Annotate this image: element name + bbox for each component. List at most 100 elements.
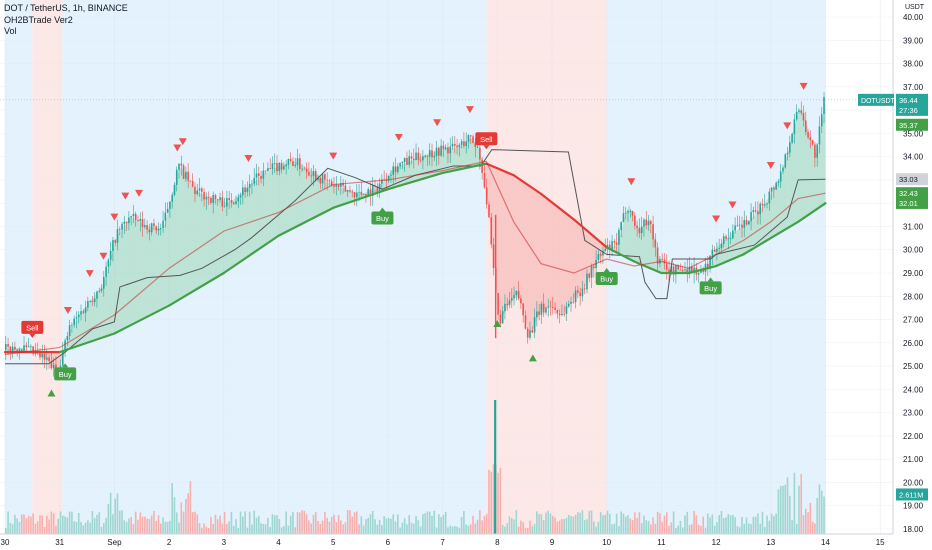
candle-body — [431, 150, 433, 158]
candle-body — [207, 197, 210, 199]
candle-body — [335, 184, 338, 187]
volume-bar — [663, 515, 666, 534]
cloud-segment — [254, 179, 258, 253]
candle-body — [741, 224, 743, 228]
candle-body — [570, 301, 572, 304]
cloud-segment — [207, 196, 211, 283]
price-tick-16: 24.00 — [903, 385, 924, 394]
cloud-segment — [133, 218, 137, 324]
price-tick-6: 34.00 — [903, 153, 924, 162]
ma-segment — [797, 202, 827, 223]
volume-bar — [510, 517, 513, 534]
candle-body — [453, 143, 456, 146]
legend-title: DOT / TetherUS, 1h, BINANCE — [4, 3, 128, 13]
volume-bar — [469, 524, 472, 534]
volume-bar — [536, 511, 538, 534]
volume-bar — [148, 518, 151, 534]
volume-bar — [497, 472, 499, 534]
candle-body — [574, 290, 577, 303]
volume-bar — [378, 519, 381, 534]
cloud-segment — [201, 193, 205, 287]
candle-body — [75, 317, 78, 319]
candle-body — [515, 291, 518, 296]
candle-body — [292, 161, 294, 166]
candle-body — [403, 157, 406, 162]
cloud-segment — [183, 171, 187, 297]
candle-body — [640, 226, 643, 234]
volume-bar — [155, 520, 158, 534]
volume-bar — [695, 515, 698, 534]
volume-bar — [704, 527, 707, 534]
candle-body — [157, 229, 160, 231]
candle-body — [401, 161, 404, 164]
candle-body — [533, 317, 536, 333]
cloud-segment — [523, 182, 527, 323]
volume-bar — [743, 523, 746, 534]
candle-body — [66, 336, 69, 341]
cloud-segment — [503, 170, 507, 316]
candle-body — [20, 349, 23, 353]
cloud-segment — [561, 210, 565, 314]
cloud-segment — [576, 221, 580, 296]
volume-bar — [16, 518, 18, 534]
candle-body — [526, 328, 529, 338]
candle-body — [773, 187, 775, 190]
top-marker-17 — [783, 122, 792, 130]
volume-bar — [763, 527, 766, 534]
signal-box — [475, 132, 498, 146]
candle-body — [547, 306, 550, 308]
candle-body — [763, 204, 766, 206]
volume-bar — [467, 525, 470, 534]
candle-body — [358, 191, 360, 193]
regime-band-0 — [5, 0, 33, 534]
time-tick-4: 3 — [222, 538, 227, 547]
top-marker-3 — [110, 213, 119, 221]
cloud-segment — [802, 109, 805, 220]
sell-label-3: Sell — [475, 132, 498, 150]
candle-body — [93, 298, 96, 303]
cloud-segment — [819, 120, 823, 208]
cloud-segment — [218, 200, 222, 276]
candle-body — [761, 203, 764, 206]
candle-body — [814, 144, 816, 158]
future-area — [825, 0, 893, 534]
candle-body — [458, 144, 461, 148]
volume-bar — [164, 521, 167, 534]
candle-body — [139, 219, 142, 222]
candle-body — [604, 248, 607, 251]
top-marker-0 — [63, 307, 72, 315]
candle-body — [608, 244, 611, 250]
cloud-segment — [257, 177, 260, 251]
candle-body — [376, 186, 379, 192]
candle-body — [597, 254, 600, 261]
candle-body — [162, 220, 164, 229]
volume-badge-text: 2.611M — [899, 490, 923, 499]
candle-body — [308, 172, 310, 176]
level-badge-mid-box — [896, 187, 928, 200]
volume-bar — [319, 523, 322, 534]
volume-bar — [260, 523, 262, 534]
volume-bar — [807, 512, 809, 534]
volume-bar — [442, 514, 445, 534]
time-tick-6: 5 — [331, 538, 336, 547]
top-marker-2 — [99, 252, 108, 260]
volume-bar — [488, 469, 490, 534]
signal-pointer — [707, 277, 714, 282]
volume-bar — [109, 492, 112, 534]
volume-bar — [399, 527, 401, 534]
cloud-segment — [330, 183, 334, 210]
candle-body — [91, 300, 94, 303]
volume-bar — [57, 518, 60, 534]
candle-body — [109, 250, 112, 260]
candle-body — [228, 198, 230, 201]
candle-body — [818, 126, 821, 145]
volume-bar — [118, 510, 121, 534]
candle-body — [506, 303, 509, 305]
top-marker-14 — [712, 215, 721, 223]
candle-body — [105, 266, 107, 277]
last-price-badge-text: 36.44 — [899, 96, 918, 105]
currency-label: USDT — [905, 4, 925, 11]
candle-body — [786, 152, 789, 155]
volume-bar — [18, 522, 21, 534]
